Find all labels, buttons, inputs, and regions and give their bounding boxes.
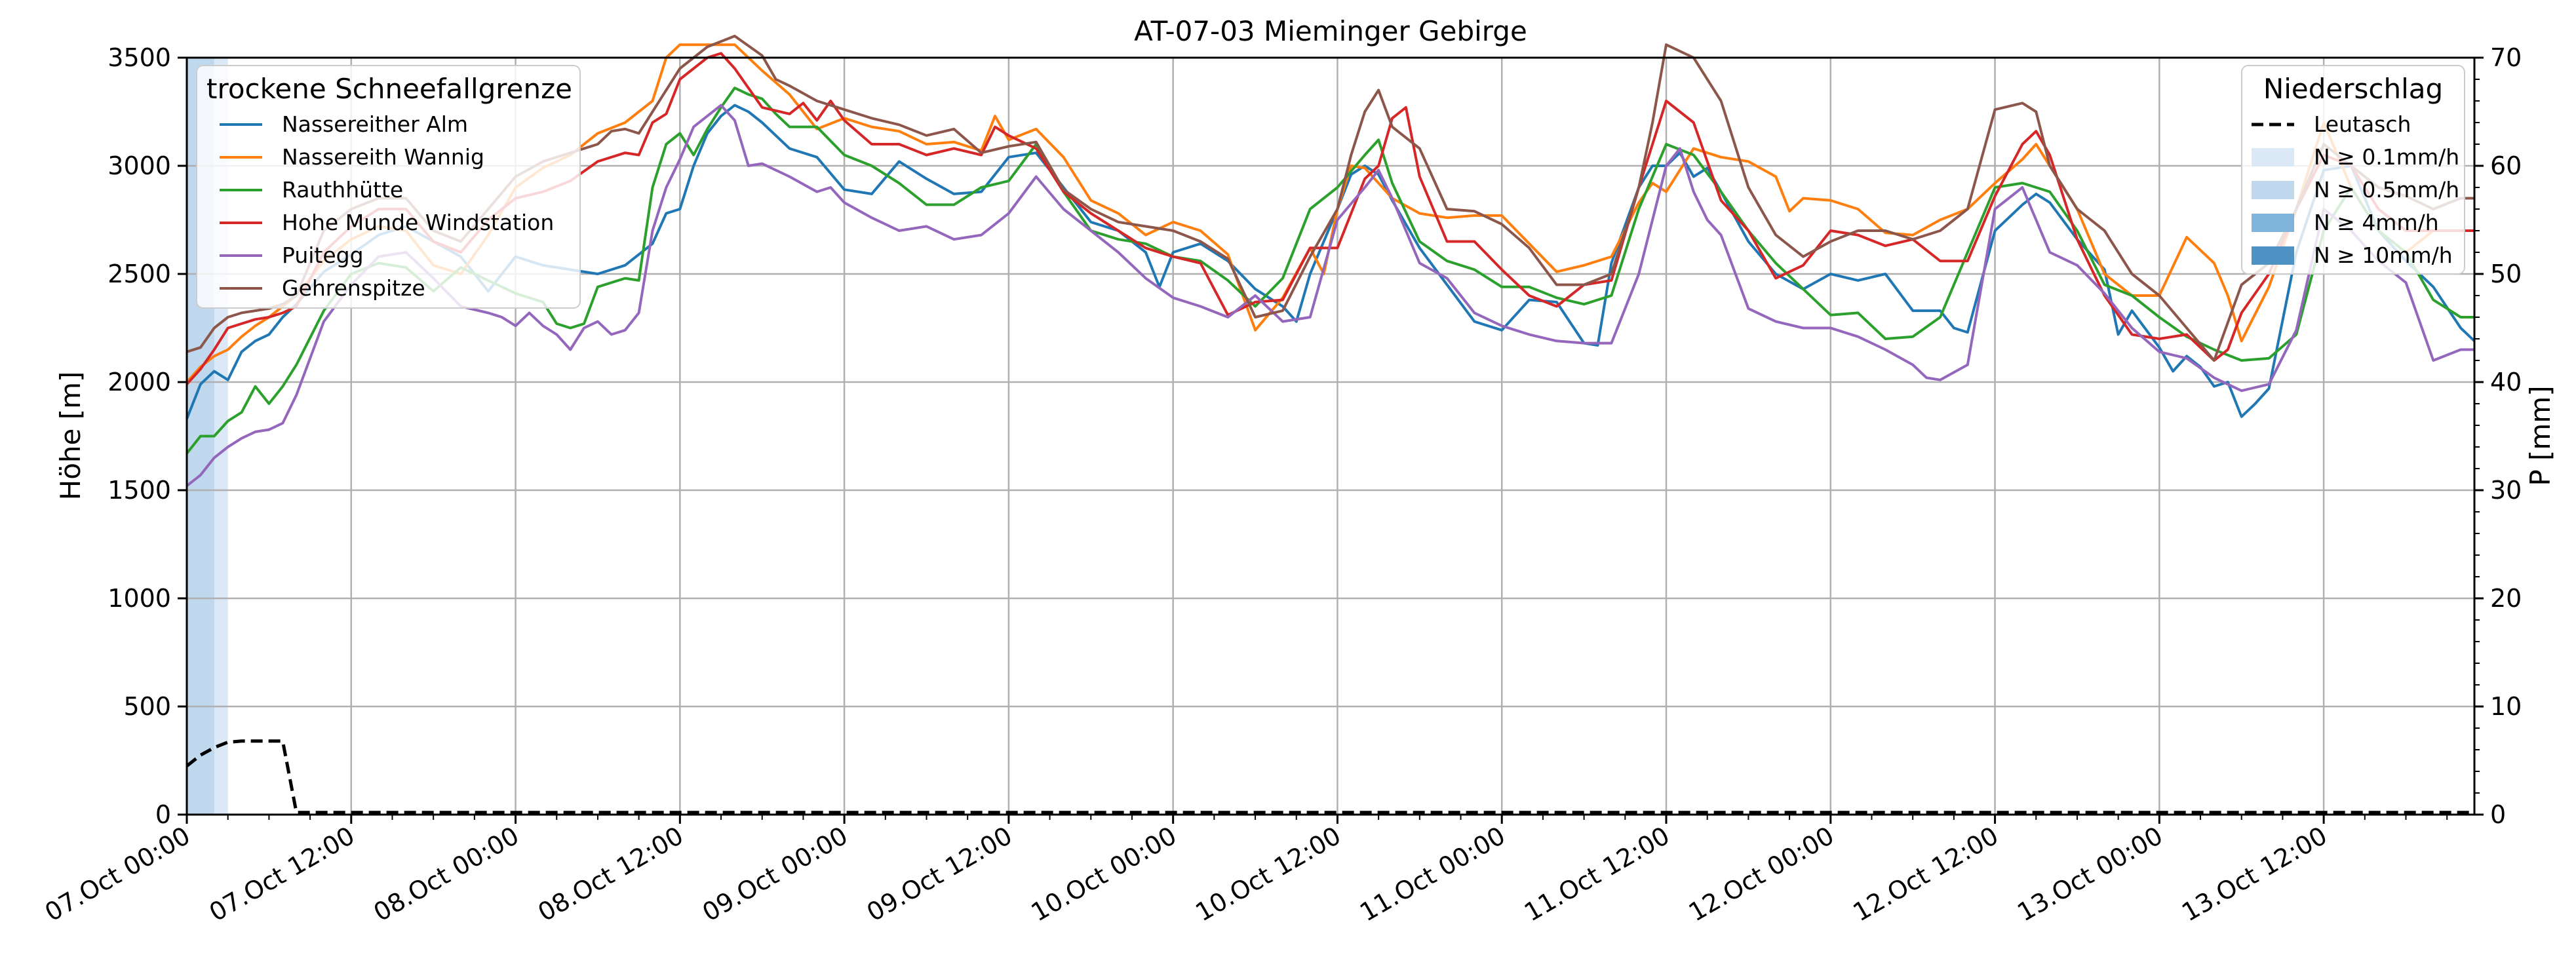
legend-precip-line-label-0: Leutasch	[2314, 111, 2411, 137]
y-tick-label-left-7: 3500	[107, 43, 171, 72]
legend-precip-band-swatch-3	[2252, 246, 2294, 265]
legend-snow-label-1: Nassereith Wannig	[282, 144, 484, 170]
legend-precip-band-swatch-2	[2252, 214, 2294, 232]
y-tick-label-right-7: 70	[2490, 43, 2522, 72]
legend-precip-band-item-3: N ≥ 10mm/h	[2252, 242, 2453, 268]
chart-title: AT-07-03 Mieminger Gebirge	[1134, 15, 1527, 47]
legend-snow-label-0: Nassereither Alm	[282, 111, 468, 137]
y-tick-label-left-3: 1500	[107, 476, 171, 505]
y-axis-label-right: P [mm]	[2524, 385, 2556, 486]
precip-lines	[185, 739, 2474, 815]
legend-snow-item-0: Nassereither Alm	[220, 111, 468, 137]
legend-snow-title: trockene Schneefallgrenze	[206, 73, 572, 105]
y-tick-label-left-0: 0	[155, 800, 171, 829]
y-tick-label-right-3: 30	[2490, 476, 2522, 505]
y-tick-label-right-2: 20	[2490, 584, 2522, 613]
legend-snow-item-3: Hohe Munde Windstation	[220, 210, 554, 235]
y-tick-label-left-2: 1000	[107, 584, 171, 613]
y-tick-label-right-6: 60	[2490, 151, 2522, 180]
legend-precip-band-label-1: N ≥ 0.5mm/h	[2314, 177, 2459, 203]
legend-precip-band-swatch-1	[2252, 181, 2294, 199]
y-tick-label-left-6: 3000	[107, 151, 171, 180]
legend-snow-item-4: Puitegg	[220, 242, 364, 268]
y-tick-label-left-4: 2000	[107, 368, 171, 396]
legend-snow-label-4: Puitegg	[282, 242, 364, 268]
y-tick-label-right-4: 40	[2490, 368, 2522, 396]
legend-snow: trockene Schneefallgrenze Nassereither A…	[196, 65, 581, 309]
legend-precip-band-item-0: N ≥ 0.1mm/h	[2252, 144, 2459, 170]
legend-precip-band-label-3: N ≥ 10mm/h	[2314, 242, 2453, 268]
legend-precip-title: Niederschlag	[2263, 73, 2443, 105]
legend-precip-line-item-0: Leutasch	[2252, 111, 2411, 137]
precip-line-0	[185, 739, 2474, 815]
legend-precip: Niederschlag Leutasch N ≥ 0.1mm/h N ≥ 0.5m…	[2241, 65, 2465, 275]
legend-snow-label-5: Gehrenspitze	[282, 275, 425, 301]
legend-precip-band-swatch-0	[2252, 148, 2294, 166]
legend-snow-item-2: Rauthhütte	[220, 177, 403, 203]
y-tick-label-left-5: 2500	[107, 260, 171, 288]
y-tick-label-right-5: 50	[2490, 260, 2522, 288]
series-line-4	[185, 104, 2474, 487]
legend-snow-label-2: Rauthhütte	[282, 177, 403, 203]
legend-precip-band-label-2: N ≥ 4mm/h	[2314, 210, 2439, 235]
legend-precip-band-item-2: N ≥ 4mm/h	[2252, 210, 2439, 235]
legend-precip-band-label-0: N ≥ 0.1mm/h	[2314, 144, 2459, 170]
legend-snow-item-1: Nassereith Wannig	[220, 144, 484, 170]
y-axis-label-left: Höhe [m]	[54, 372, 87, 501]
y-tick-label-left-1: 500	[123, 692, 171, 721]
legend-snow-label-3: Hohe Munde Windstation	[282, 210, 554, 235]
legend-precip-band-item-1: N ≥ 0.5mm/h	[2252, 177, 2459, 203]
y-tick-label-right-1: 10	[2490, 692, 2522, 721]
plot-frame	[185, 56, 2476, 816]
legend-snow-item-5: Gehrenspitze	[220, 275, 425, 301]
y-tick-label-right-0: 0	[2490, 800, 2506, 829]
